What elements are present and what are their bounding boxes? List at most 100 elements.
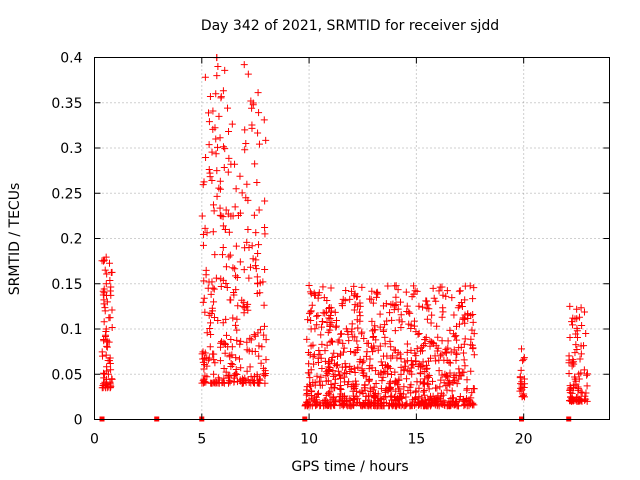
data-point [106,259,114,267]
data-point [421,336,429,344]
data-point [327,381,335,389]
data-point [200,379,208,387]
data-point [338,363,346,371]
data-point [415,302,423,310]
x-tick-label: 10 [300,432,318,448]
data-point [358,283,366,291]
data-point [329,372,337,380]
data-point [210,356,218,364]
data-point [313,372,321,380]
data-point [321,309,329,317]
data-point [393,354,401,362]
data-point [350,364,358,372]
data-point [571,315,579,323]
data-point [411,287,419,295]
data-point [226,296,234,304]
data-point [568,359,576,367]
data-point [310,360,318,368]
data-point [251,160,259,168]
data-point [108,324,116,332]
data-point [260,301,268,309]
data-point [340,348,348,356]
data-point [449,378,457,386]
data-point [379,373,387,381]
data-point [347,347,355,355]
data-point [444,337,452,345]
data-point [577,350,585,358]
data-point [220,163,228,171]
y-axis-label: SRMTID / TECUs [7,183,23,296]
data-point [404,387,412,395]
data-point [397,370,405,378]
data-point [253,179,261,187]
data-point [199,355,207,363]
data-point [229,264,237,272]
data-point [102,280,110,288]
data-point [575,370,583,378]
data-point [520,354,528,362]
data-point [437,389,445,397]
data-point [420,387,428,395]
data-point [362,392,370,400]
data-point [233,326,241,334]
data-point [565,352,573,360]
data-point [100,257,108,265]
data-point [105,314,113,322]
data-point [417,370,425,378]
data-point [392,282,400,290]
data-point [412,387,420,395]
data-point [425,305,433,313]
data-point [360,357,368,365]
data-point [378,362,386,370]
data-point [460,402,468,410]
data-point [340,344,348,352]
data-point [309,341,317,349]
data-point [261,197,269,205]
data-point [381,340,389,348]
data-point [346,367,354,375]
data-point [226,251,234,259]
data-point [421,402,429,410]
data-point [338,302,346,310]
data-point [232,370,240,378]
data-point [428,311,436,319]
data-point [206,343,214,351]
data-point [392,293,400,301]
data-point [199,231,207,239]
data-point [435,287,443,295]
data-point [326,323,334,331]
data-point [233,274,241,282]
data-point [455,375,463,383]
data-point [254,89,262,97]
data-point [376,342,384,350]
data-point [306,374,314,382]
data-point [368,317,376,325]
data-point [204,284,212,292]
data-point [228,120,236,128]
data-point [451,333,459,341]
x-tick-label: 0 [90,432,99,448]
data-point [356,389,364,397]
y-tick-label: 0.05 [51,367,82,383]
data-point [328,384,336,392]
data-point [397,323,405,331]
data-point [400,402,408,410]
data-point [253,371,261,379]
data-point [101,378,109,386]
data-point [244,225,252,233]
data-point [583,382,591,390]
data-point [372,379,380,387]
data-point [381,321,389,329]
data-point [438,350,446,358]
data-point [236,340,244,348]
data-point [397,298,405,306]
data-point [461,362,469,370]
data-point [356,308,364,316]
data-point [216,343,224,351]
data-point [425,373,433,381]
data-point [104,370,112,378]
data-point [566,334,574,342]
data-point [251,348,259,356]
data-point [442,292,450,300]
data-point [247,336,255,344]
